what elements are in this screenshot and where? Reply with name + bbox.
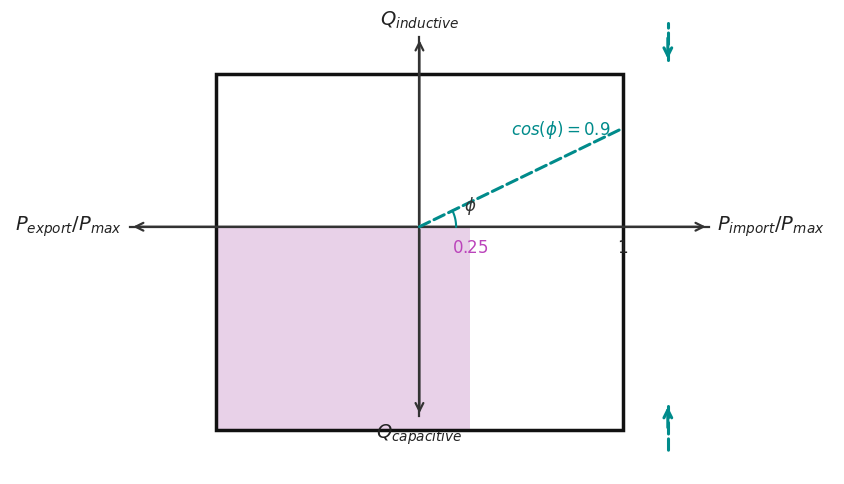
Text: $\phi$: $\phi$ <box>464 195 477 216</box>
Text: $cos(\phi){=}0.9$: $cos(\phi){=}0.9$ <box>511 119 610 141</box>
Text: $P_{import}/P_{max}$: $P_{import}/P_{max}$ <box>717 214 825 239</box>
Text: $0.25$: $0.25$ <box>452 239 489 257</box>
Bar <box>216 227 470 430</box>
Bar <box>216 74 623 430</box>
Text: $P_{export}/P_{max}$: $P_{export}/P_{max}$ <box>15 214 122 239</box>
Text: $Q_{capacitive}$: $Q_{capacitive}$ <box>376 422 463 447</box>
Text: $Q_{inductive}$: $Q_{inductive}$ <box>380 10 459 31</box>
Text: $1$: $1$ <box>618 239 629 257</box>
